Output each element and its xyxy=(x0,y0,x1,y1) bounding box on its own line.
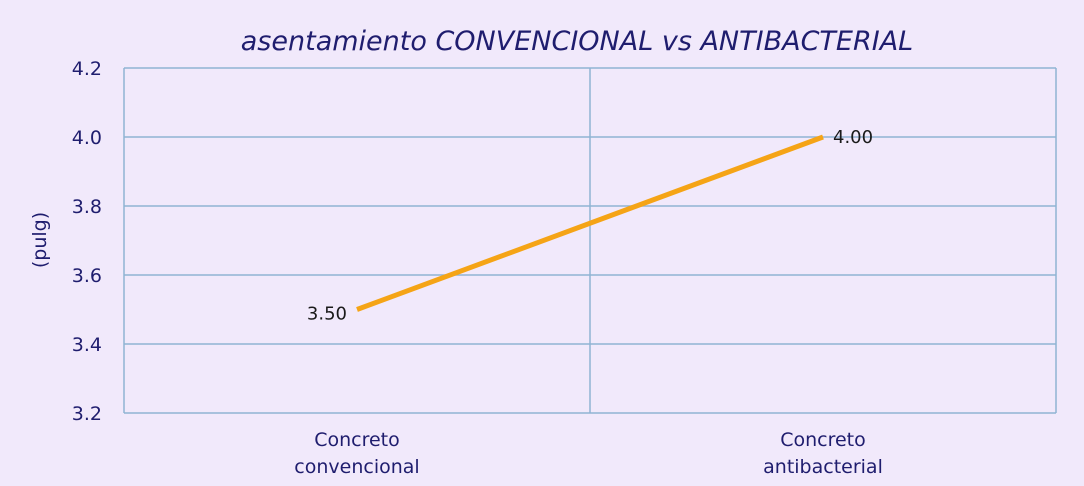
x-category-label: antibacterial xyxy=(763,456,883,478)
x-category-label: Concreto xyxy=(314,429,400,451)
series-line xyxy=(356,134,824,312)
grid-layer xyxy=(123,67,1057,414)
chart-title: asentamiento CONVENCIONAL vs ANTIBACTERI… xyxy=(241,26,913,57)
y-tick-label: 3.8 xyxy=(72,196,102,218)
label-layer: 3.2 3.4 3.6 3.8 4.0 4.2 Concreto convencional Co… xyxy=(72,58,883,478)
x-category-label: Concreto xyxy=(780,429,866,451)
y-axis-title: (pulg) xyxy=(29,212,51,268)
y-tick-label: 3.4 xyxy=(72,334,102,356)
series-layer xyxy=(356,134,824,312)
x-category-label: convencional xyxy=(294,456,419,478)
y-tick-label: 4.0 xyxy=(72,127,102,149)
y-tick-label: 3.6 xyxy=(72,265,102,287)
y-tick-label: 4.2 xyxy=(72,58,102,80)
y-tick-label: 3.2 xyxy=(72,403,102,425)
data-label: 3.50 xyxy=(307,304,347,325)
data-label: 4.00 xyxy=(833,127,873,148)
